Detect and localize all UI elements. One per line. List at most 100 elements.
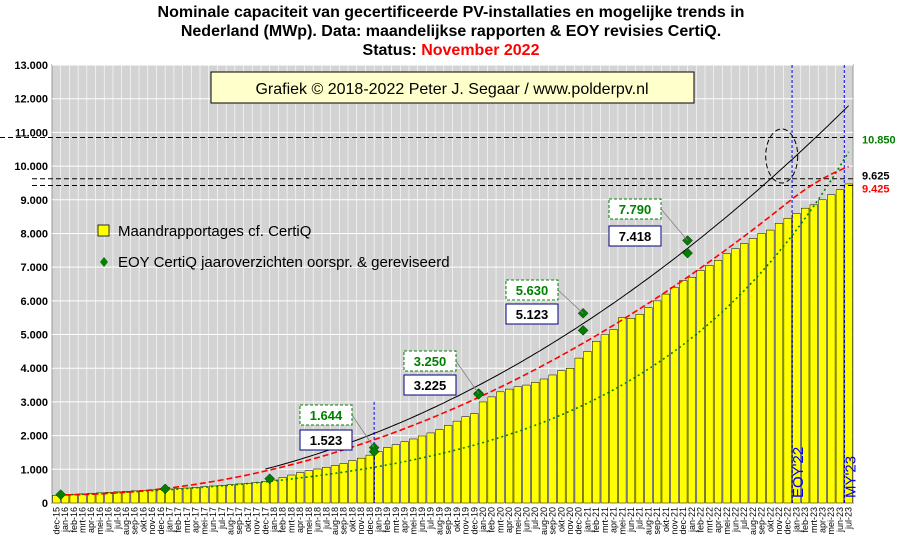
- bar-okt-20: [557, 370, 566, 504]
- annotation-revised-box: [608, 225, 662, 247]
- y-tick-label: 10.000: [14, 161, 48, 173]
- bar-aug-20: [539, 378, 549, 504]
- bar-dec-17: [261, 481, 270, 504]
- x-tick-label: jun-20: [522, 507, 532, 533]
- bar-jun-21: [626, 318, 636, 504]
- bar-jun-22: [731, 248, 740, 504]
- x-tick-label: jan-16: [60, 507, 70, 533]
- x-tick-label: okt-17: [243, 507, 253, 532]
- x-tick-label: okt-20: [556, 507, 566, 532]
- bar-mrt-18: [287, 474, 296, 504]
- bar-jul-23: [844, 183, 853, 504]
- annotation-revised-box: [403, 374, 457, 396]
- annotation-revised-value: 7.418: [619, 229, 652, 244]
- x-tick-label: mrt-21: [600, 507, 610, 533]
- bar-feb-23: [801, 207, 810, 504]
- bar-aug-19: [435, 429, 444, 504]
- x-tick-label: aug-21: [643, 507, 653, 535]
- marker-label: EOY'22: [790, 447, 807, 498]
- right-value-label: 10.850: [862, 134, 896, 146]
- bar-sep-19: [444, 425, 453, 504]
- bar-jun-16: [104, 492, 113, 504]
- x-tick-label: aug-19: [434, 507, 444, 535]
- x-tick-label: nov-20: [565, 507, 575, 535]
- bar-nov-16: [148, 489, 157, 504]
- annotation-leader: [351, 414, 375, 448]
- bar-mei-22: [722, 253, 731, 504]
- bar-nov-19: [461, 416, 470, 504]
- bar-aug-18: [330, 465, 340, 504]
- bar-mrt-19: [391, 444, 401, 504]
- x-tick-label: mrt-16: [77, 507, 87, 533]
- x-tick-label: dec-22: [783, 507, 793, 535]
- bar-aug-17: [226, 484, 235, 504]
- eoy-marker: [264, 473, 275, 485]
- annotation-leader: [660, 208, 688, 241]
- annotation-original-value: 5.630: [516, 283, 549, 298]
- x-tick-label: apr-23: [818, 507, 828, 533]
- x-tick-label: feb-23: [800, 507, 810, 533]
- bar-apr-21: [609, 329, 618, 504]
- x-tick-label: sep-22: [757, 507, 767, 535]
- bar-jan-21: [583, 351, 592, 504]
- bar-okt-22: [766, 229, 775, 504]
- chart-title-line-3: Status: November 2022: [0, 41, 902, 60]
- x-tick-label: dec-21: [678, 507, 688, 535]
- x-tick-label: nov-21: [670, 507, 680, 535]
- bar-dec-19: [470, 413, 479, 504]
- x-tick-label: jul-23: [844, 507, 854, 530]
- x-tick-label: feb-18: [278, 507, 288, 533]
- x-tick-label: jul-18: [321, 507, 331, 530]
- x-tick-label: dec-15: [51, 507, 61, 535]
- bar-jun-17: [208, 485, 218, 504]
- x-tick-label: mei-23: [826, 507, 836, 535]
- x-tick-label: jun-17: [208, 507, 218, 533]
- x-tick-label: mei-20: [513, 507, 523, 535]
- x-tick-label: jan-18: [269, 507, 279, 533]
- bar-sep-17: [235, 483, 244, 504]
- bar-jan-18: [269, 479, 279, 504]
- x-tick-label: apr-20: [504, 507, 514, 533]
- marker-label: MY'23: [842, 456, 859, 498]
- y-tick-label: 11.000: [15, 127, 48, 139]
- bar-dec-18: [365, 454, 374, 504]
- bar-dec-21: [679, 280, 688, 504]
- bar-mrt-22: [705, 265, 714, 504]
- bar-apr-16: [87, 493, 96, 504]
- x-tick-label: jun-16: [104, 507, 114, 533]
- x-tick-label: feb-17: [173, 507, 183, 533]
- legend-label-bars: Maandrapportages cf. CertiQ: [118, 223, 311, 240]
- x-tick-label: dec-20: [574, 507, 584, 535]
- x-tick-label: mrt-19: [391, 507, 401, 533]
- y-tick-label: 1.000: [20, 464, 48, 476]
- bar-jul-18: [322, 467, 331, 504]
- x-tick-label: jan-22: [687, 507, 697, 533]
- annotation-revised-value: 1.523: [310, 433, 343, 448]
- bar-jun-19: [417, 435, 427, 504]
- x-tick-label: apr-22: [713, 507, 723, 533]
- eoy-marker: [577, 325, 589, 336]
- bar-jun-18: [313, 468, 322, 504]
- x-tick-label: mei-17: [199, 507, 209, 535]
- annotation-original-value: 3.250: [414, 354, 447, 369]
- annotation-original-box: [608, 198, 662, 220]
- x-tick-label: mei-19: [408, 507, 418, 535]
- eoy-marker: [682, 247, 693, 259]
- x-tick-label: jul-16: [112, 507, 122, 530]
- trend-black-polynomial: [265, 105, 849, 470]
- legend-eoy-marker: [100, 257, 108, 267]
- x-tick-label: okt-21: [661, 507, 671, 532]
- x-tick-label: sep-16: [130, 507, 140, 535]
- bar-feb-17: [174, 488, 183, 504]
- annotation-revised-value: 3.225: [414, 378, 447, 393]
- x-tick-label: jun-19: [417, 507, 427, 533]
- bar-aug-21: [644, 307, 653, 504]
- annotation-revised-box: [505, 303, 559, 325]
- x-tick-label: nov-19: [461, 507, 471, 535]
- bar-sep-20: [548, 374, 557, 504]
- bar-feb-16: [69, 494, 78, 504]
- x-tick-label: dec-16: [156, 507, 166, 535]
- x-tick-label: jul-22: [739, 507, 749, 530]
- x-tick-label: feb-19: [382, 507, 392, 533]
